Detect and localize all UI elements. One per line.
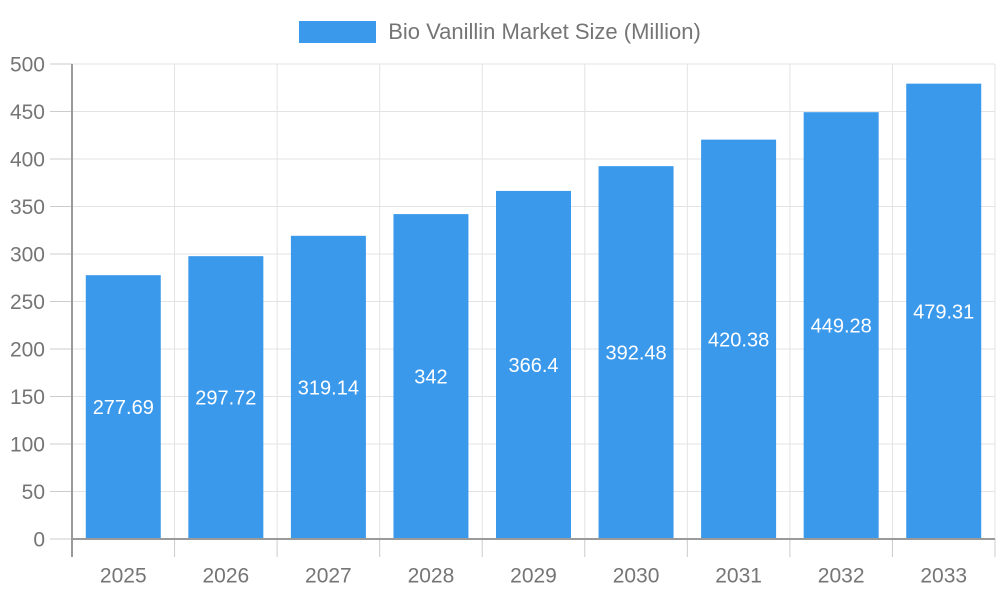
bar[interactable] (701, 139, 777, 539)
y-tick-label: 300 (10, 243, 45, 266)
y-tick-label: 450 (10, 101, 45, 124)
bar[interactable] (598, 166, 674, 540)
bar-value-label: 319.14 (298, 377, 359, 399)
x-tick-label: 2030 (613, 564, 660, 587)
y-tick-label: 100 (10, 433, 45, 456)
y-tick-label: 0 (33, 528, 45, 551)
y-tick-label: 250 (10, 291, 45, 314)
bar[interactable] (803, 112, 879, 540)
bar-value-label: 449.28 (811, 316, 872, 338)
x-tick-label: 2025 (100, 564, 147, 587)
bar-value-label: 420.38 (708, 329, 769, 351)
bar-value-label: 392.48 (605, 343, 666, 365)
bar-value-label: 277.69 (93, 397, 154, 419)
y-tick-label: 150 (10, 386, 45, 409)
x-tick-label: 2026 (202, 564, 249, 587)
x-tick-label: 2033 (920, 564, 967, 587)
x-tick-label: 2032 (818, 564, 865, 587)
y-tick-label: 200 (10, 338, 45, 361)
bar[interactable] (85, 275, 161, 539)
x-tick-label: 2027 (305, 564, 352, 587)
x-tick-label: 2031 (715, 564, 762, 587)
bar[interactable] (906, 83, 982, 539)
y-tick-label: 400 (10, 148, 45, 171)
x-tick-label: 2029 (510, 564, 557, 587)
y-tick-label: 350 (10, 196, 45, 219)
bar[interactable] (496, 190, 571, 540)
bar[interactable] (393, 214, 469, 539)
bar[interactable] (188, 256, 264, 539)
legend-label: Bio Vanillin Market Size (Million) (388, 19, 701, 44)
y-tick-label: 500 (10, 53, 45, 76)
bar-value-label: 479.31 (913, 301, 974, 323)
bar-value-label: 342 (414, 367, 447, 389)
bar-value-label: 297.72 (195, 388, 256, 410)
x-tick-label: 2028 (408, 564, 455, 587)
y-tick-label: 50 (22, 481, 45, 504)
chart-legend: Bio Vanillin Market Size (Million) (0, 20, 1000, 44)
bar-value-label: 366.4 (508, 355, 558, 377)
legend-swatch-icon (299, 21, 377, 43)
legend-item[interactable]: Bio Vanillin Market Size (Million) (299, 20, 701, 44)
bar[interactable] (290, 235, 366, 539)
